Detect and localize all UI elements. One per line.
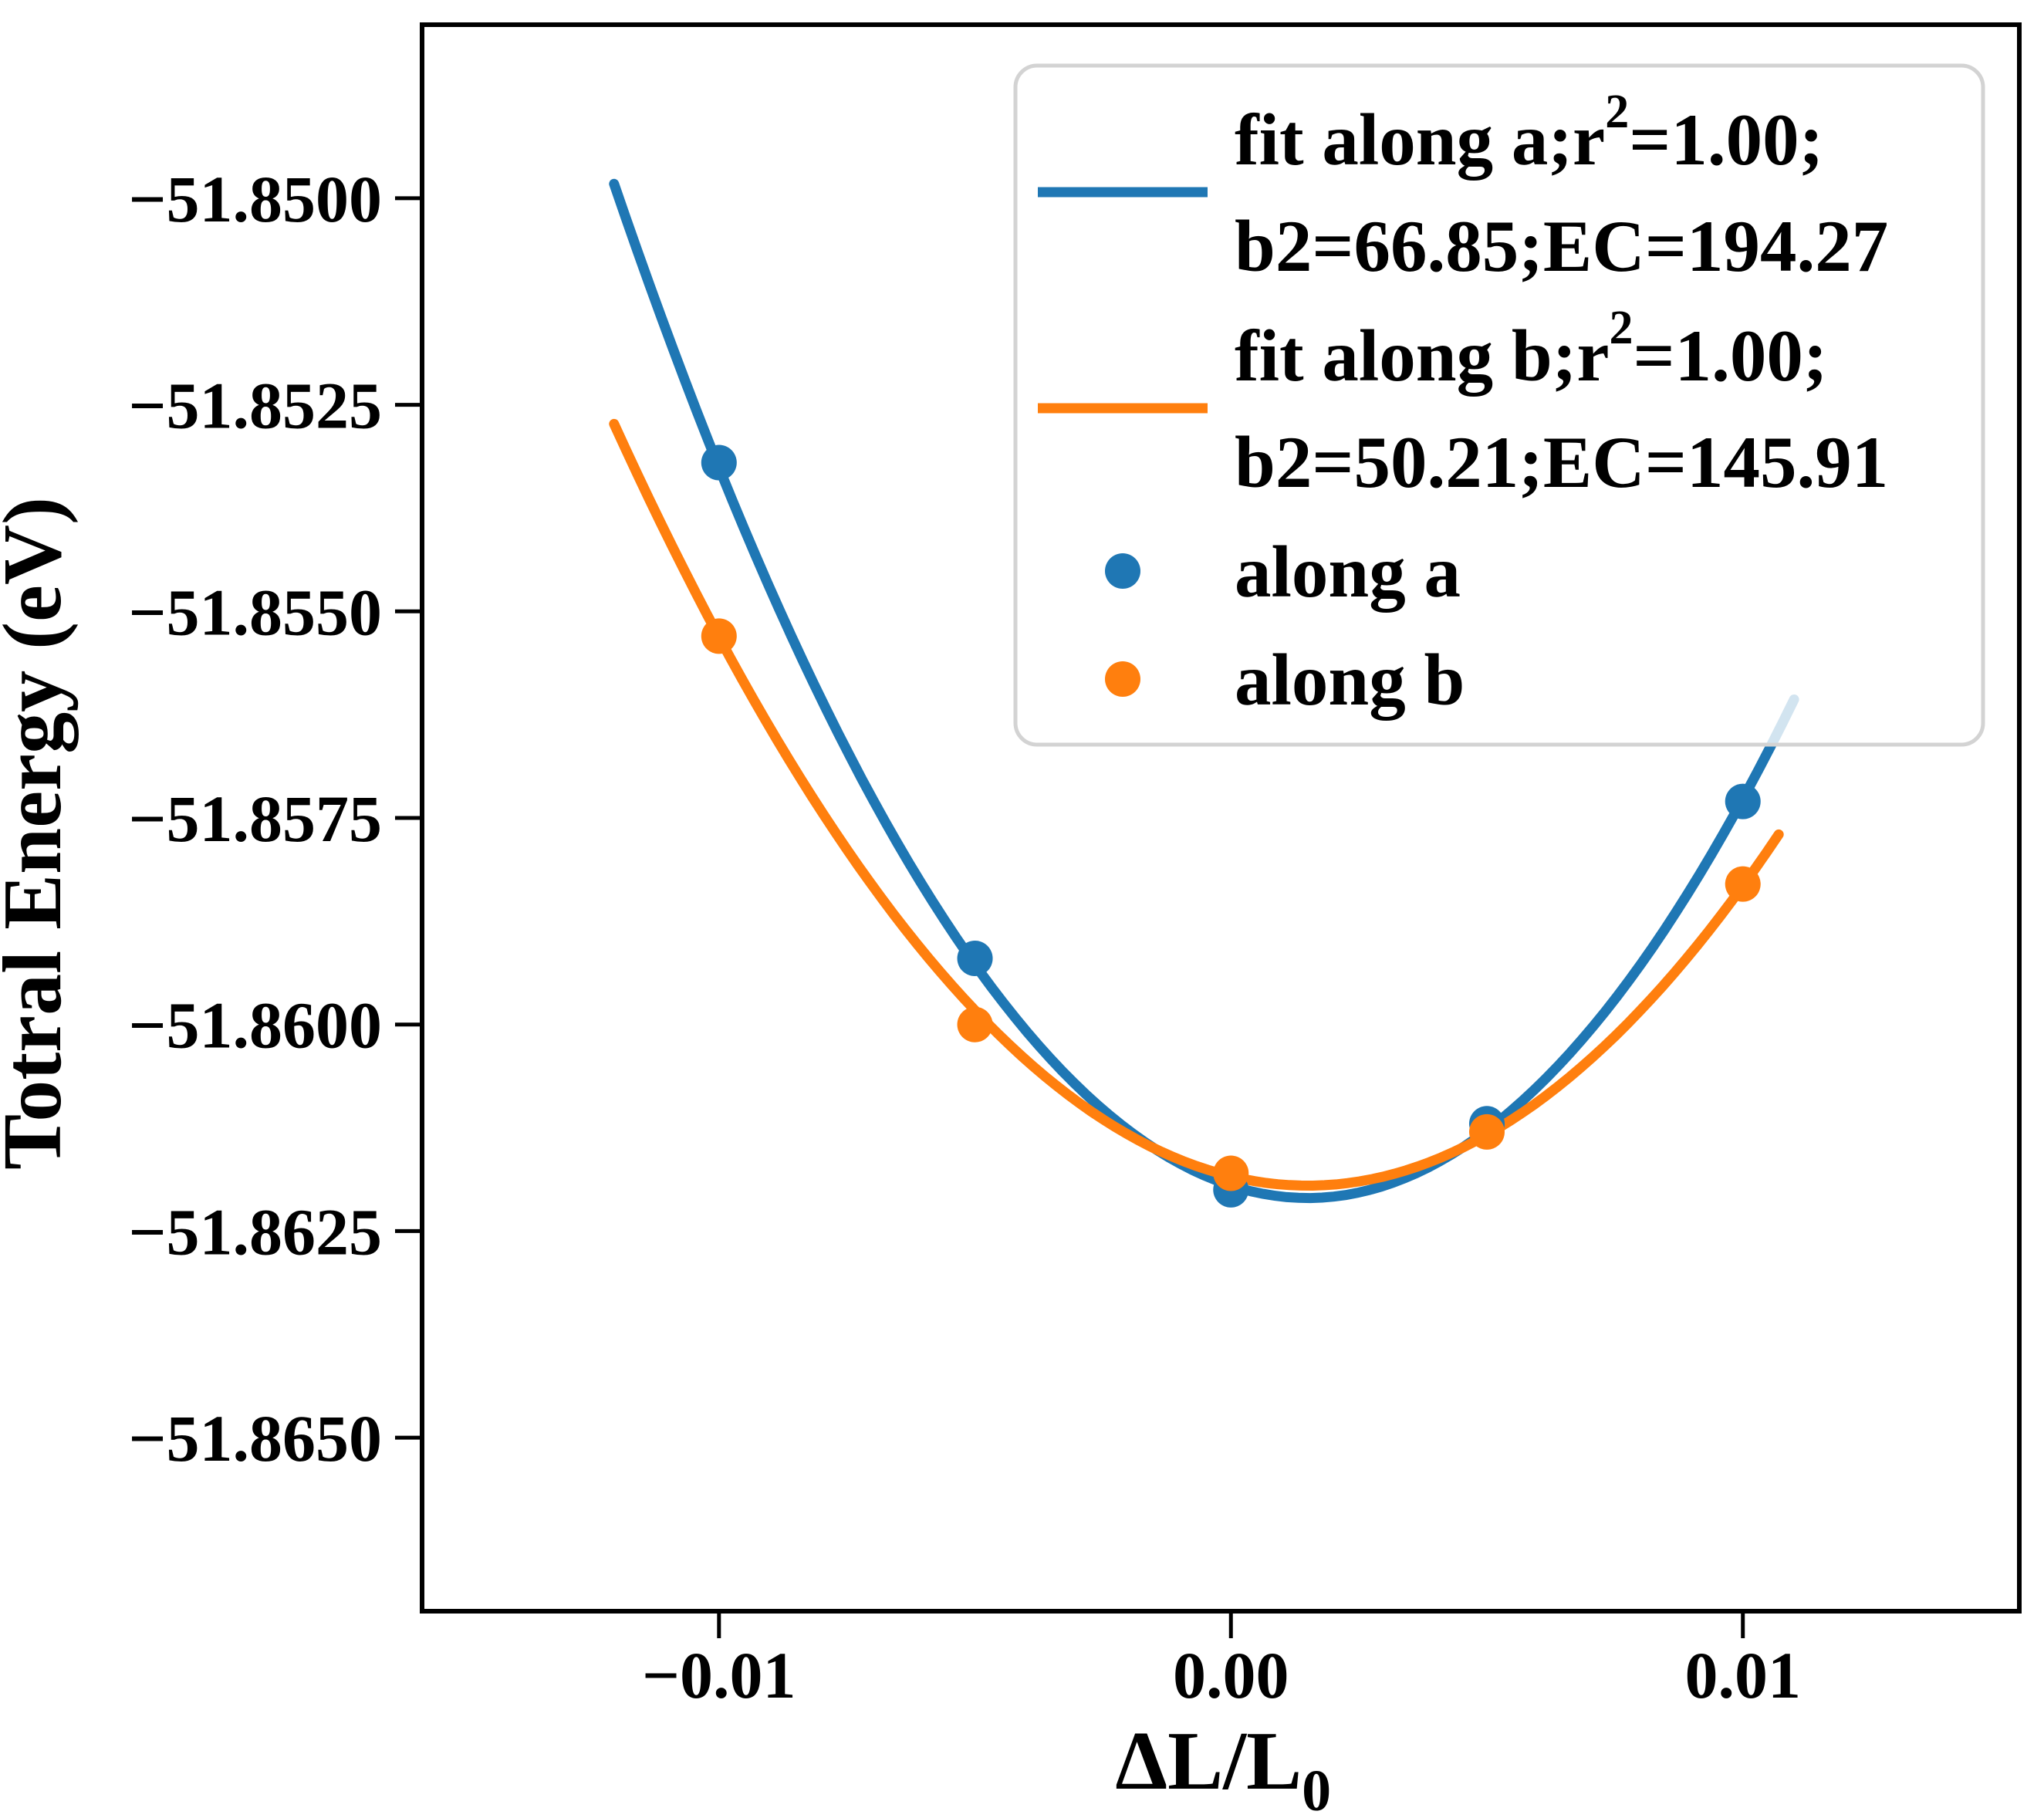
x-axis: −0.01 0.00 0.01 bbox=[642, 1611, 1801, 1712]
y-axis-label: Totral Energy (eV) bbox=[0, 497, 79, 1170]
legend-dot-sample bbox=[1105, 553, 1140, 589]
legend-box bbox=[1013, 63, 1985, 747]
data-point-along-b bbox=[1213, 1155, 1249, 1191]
data-point-along-b bbox=[701, 618, 737, 654]
fit-curve-along-b bbox=[609, 418, 1784, 1191]
data-point-along-a bbox=[701, 444, 737, 481]
legend-dot-sample bbox=[1105, 661, 1140, 697]
legend-label: along a bbox=[1235, 531, 1461, 613]
fit-curve-along-a bbox=[609, 178, 1799, 1204]
data-point-along-a bbox=[957, 941, 993, 977]
data-point-along-b bbox=[1469, 1113, 1505, 1150]
x-tick-label: −0.01 bbox=[642, 1638, 796, 1712]
y-tick-label: −51.8600 bbox=[128, 988, 382, 1063]
legend: fit along a;r2=1.00; b2=66.85;EC=194.27 fi… bbox=[1013, 63, 1985, 747]
y-tick-label: −51.8550 bbox=[128, 575, 382, 649]
data-point-along-b bbox=[957, 1006, 993, 1042]
data-point-along-a bbox=[1725, 783, 1761, 819]
legend-label: b2=50.21;EC=145.91 bbox=[1235, 421, 1888, 503]
fit-curves-layer bbox=[609, 178, 1799, 1204]
scatter-points-layer bbox=[701, 444, 1761, 1208]
plot-border bbox=[420, 22, 2022, 1614]
legend-label: b2=66.85;EC=194.27 bbox=[1235, 205, 1888, 287]
y-tick-label: −51.8625 bbox=[128, 1195, 382, 1269]
x-tick-label: 0.01 bbox=[1684, 1638, 1801, 1712]
x-tick-label: 0.00 bbox=[1173, 1638, 1289, 1712]
y-tick-label: −51.8525 bbox=[128, 369, 382, 443]
y-axis: −51.8500 −51.8525 −51.8550 −51.8575 −51.8600… bbox=[128, 162, 422, 1475]
data-point-along-b bbox=[1725, 866, 1761, 902]
legend-label: fit along a;r2=1.00; bbox=[1235, 86, 1823, 181]
legend-label: along b bbox=[1235, 639, 1465, 721]
y-tick-label: −51.8575 bbox=[128, 782, 382, 856]
legend-label: fit along b;r2=1.00; bbox=[1235, 302, 1828, 397]
y-tick-label: −51.8650 bbox=[128, 1401, 382, 1475]
y-tick-label: −51.8500 bbox=[128, 162, 382, 236]
x-axis-label: ΔL/L0 bbox=[1115, 1715, 1331, 1814]
